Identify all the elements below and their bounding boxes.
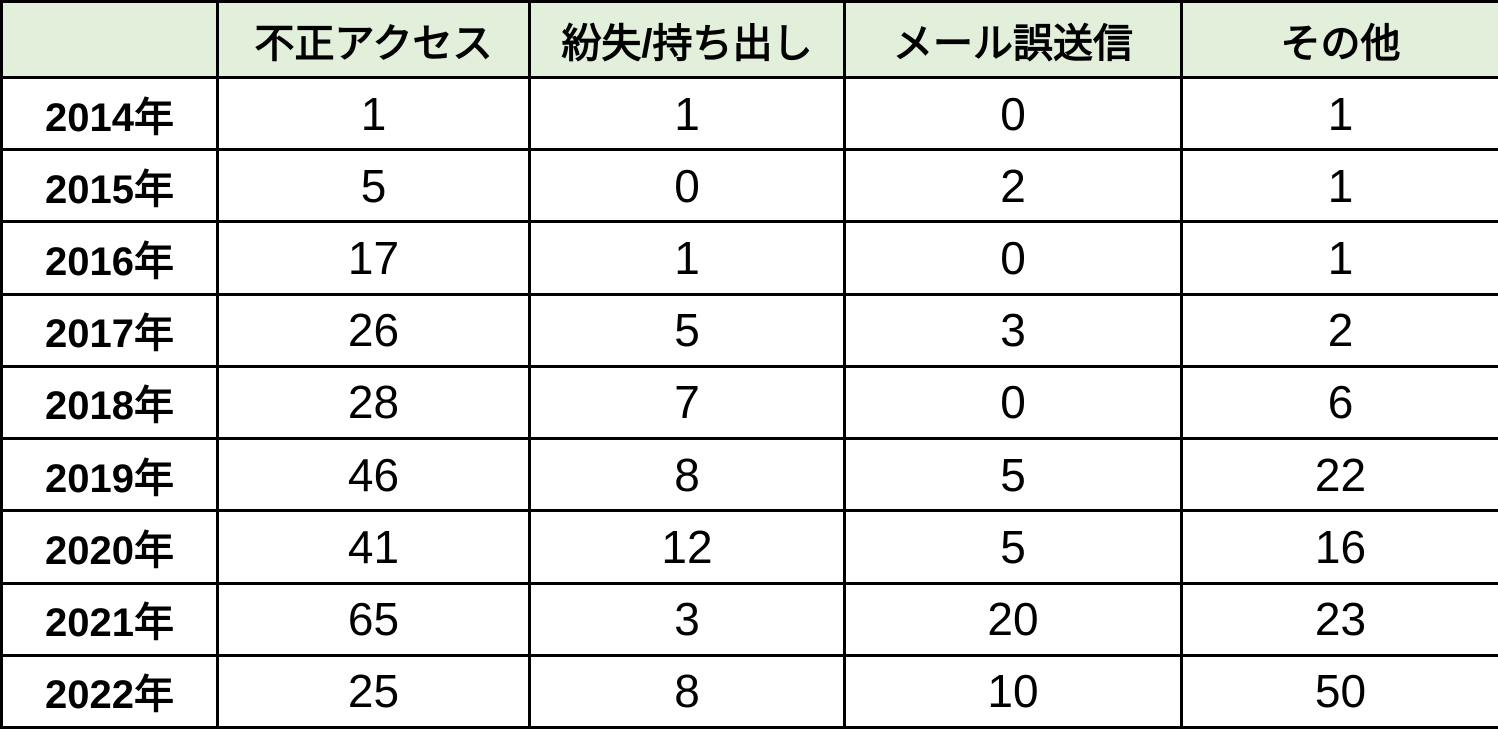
- value-cell: 8: [528, 653, 846, 729]
- value-cell: 6: [1180, 364, 1498, 441]
- value-cell: 1: [528, 75, 846, 152]
- header-cell-unauthorized-access: 不正アクセス: [216, 0, 531, 79]
- value-cell: 22: [1180, 437, 1498, 513]
- table-row: 2021年 65 3 20 23: [0, 581, 1498, 657]
- header-cell-other: その他: [1180, 0, 1498, 79]
- value-cell: 23: [1180, 581, 1498, 657]
- value-cell: 65: [216, 581, 531, 657]
- value-cell: 2: [843, 148, 1183, 224]
- value-cell: 46: [216, 437, 531, 513]
- value-cell: 5: [843, 509, 1183, 585]
- year-cell: 2016年: [0, 220, 219, 296]
- header-cell-corner: [0, 0, 219, 79]
- table-row: 2017年 26 5 3 2: [0, 292, 1498, 368]
- table-row: 2022年 25 8 10 50: [0, 653, 1498, 729]
- table-body: 2014年 1 1 0 1 2015年 5 0 2 1 2016年 17 1 0 1 2017年 26 5 3 2 20…: [0, 75, 1498, 729]
- year-cell: 2021年: [0, 581, 219, 657]
- value-cell: 5: [843, 437, 1183, 513]
- value-cell: 1: [1180, 148, 1498, 224]
- value-cell: 41: [216, 509, 531, 585]
- value-cell: 28: [216, 364, 531, 441]
- year-cell: 2018年: [0, 364, 219, 441]
- value-cell: 0: [843, 75, 1183, 152]
- table-row: 2019年 46 8 5 22: [0, 437, 1498, 513]
- value-cell: 1: [1180, 75, 1498, 152]
- value-cell: 26: [216, 292, 531, 368]
- value-cell: 5: [216, 148, 531, 224]
- value-cell: 1: [1180, 220, 1498, 296]
- value-cell: 0: [843, 364, 1183, 441]
- value-cell: 50: [1180, 653, 1498, 729]
- value-cell: 1: [216, 75, 531, 152]
- table-header: 不正アクセス 紛失/持ち出し メール誤送信 その他: [0, 0, 1498, 79]
- year-cell: 2017年: [0, 292, 219, 368]
- value-cell: 1: [528, 220, 846, 296]
- table-row: 2018年 28 7 0 6: [0, 364, 1498, 441]
- value-cell: 8: [528, 437, 846, 513]
- value-cell: 7: [528, 364, 846, 441]
- value-cell: 3: [843, 292, 1183, 368]
- header-cell-email-missend: メール誤送信: [843, 0, 1183, 79]
- table-row: 2020年 41 12 5 16: [0, 509, 1498, 585]
- value-cell: 5: [528, 292, 846, 368]
- table-row: 2014年 1 1 0 1: [0, 75, 1498, 152]
- value-cell: 16: [1180, 509, 1498, 585]
- year-cell: 2014年: [0, 75, 219, 152]
- value-cell: 25: [216, 653, 531, 729]
- year-cell: 2022年: [0, 653, 219, 729]
- year-cell: 2015年: [0, 148, 219, 224]
- year-cell: 2019年: [0, 437, 219, 513]
- header-row: 不正アクセス 紛失/持ち出し メール誤送信 その他: [0, 0, 1498, 79]
- value-cell: 0: [528, 148, 846, 224]
- value-cell: 10: [843, 653, 1183, 729]
- value-cell: 3: [528, 581, 846, 657]
- value-cell: 0: [843, 220, 1183, 296]
- table-row: 2016年 17 1 0 1: [0, 220, 1498, 296]
- value-cell: 20: [843, 581, 1183, 657]
- year-cell: 2020年: [0, 509, 219, 585]
- value-cell: 2: [1180, 292, 1498, 368]
- value-cell: 12: [528, 509, 846, 585]
- table-row: 2015年 5 0 2 1: [0, 148, 1498, 224]
- value-cell: 17: [216, 220, 531, 296]
- header-cell-loss-takeout: 紛失/持ち出し: [528, 0, 846, 79]
